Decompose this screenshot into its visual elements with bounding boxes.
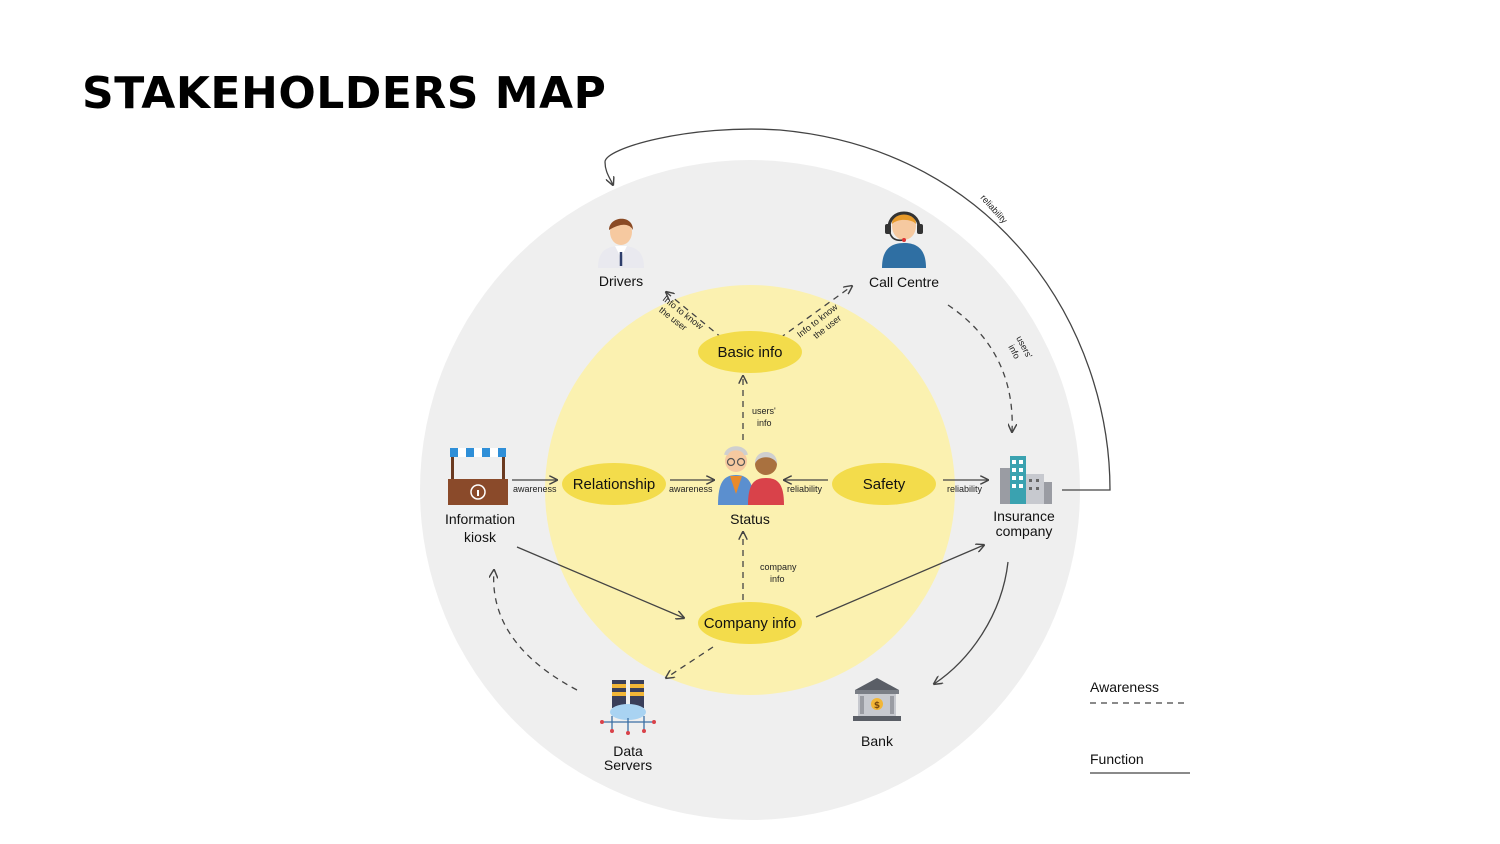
data-servers-icon xyxy=(600,680,656,735)
edge-label-users-info-center: users' info xyxy=(752,406,778,428)
node-company-info: Company info xyxy=(698,602,802,644)
edge-insurance-bank xyxy=(934,561,1009,684)
legend-function-label: Function xyxy=(1090,751,1144,767)
stakeholder-kiosk-label-2: kiosk xyxy=(464,529,497,545)
stakeholder-insurance-label-2: company xyxy=(996,523,1053,539)
edge-label-awareness-kiosk: awareness xyxy=(513,484,557,494)
edge-label-reliability-insurance: reliability xyxy=(947,484,983,494)
svg-text:$: $ xyxy=(874,701,880,711)
information-kiosk-icon xyxy=(448,448,508,505)
edge-basic-info-call-centre xyxy=(779,286,852,339)
driver-icon xyxy=(598,218,644,268)
stakeholder-data-servers-label-2: Servers xyxy=(604,757,652,773)
node-basic-info-label: Basic info xyxy=(717,344,782,361)
stakeholder-bank-label: Bank xyxy=(861,733,894,749)
node-company-info-label: Company info xyxy=(704,615,797,632)
edge-call-centre-insurance xyxy=(947,304,1012,432)
call-centre-icon xyxy=(882,211,926,268)
edge-kiosk-company-info xyxy=(516,546,684,618)
status-couple-icon xyxy=(718,446,784,505)
stakeholder-data-servers-label-1: Data xyxy=(613,743,643,759)
node-relationship-label: Relationship xyxy=(573,476,656,493)
edge-company-info-insurance xyxy=(815,545,984,618)
edge-insurance-drivers-arc xyxy=(604,128,1111,491)
edge-company-info-data-servers xyxy=(666,646,714,678)
stakeholder-call-centre-label: Call Centre xyxy=(869,274,939,290)
node-relationship: Relationship xyxy=(562,463,666,505)
legend: Awareness Function xyxy=(1090,679,1190,774)
edge-label-awareness-relationship: awareness xyxy=(669,484,713,494)
insurance-building-icon xyxy=(1000,456,1052,504)
stakeholder-insurance-label-1: Insurance xyxy=(993,508,1055,524)
bank-icon: $ xyxy=(853,678,901,721)
edge-basic-info-drivers xyxy=(666,292,723,339)
page-title: STAKEHOLDERS MAP xyxy=(82,68,607,119)
legend-awareness-label: Awareness xyxy=(1090,679,1159,695)
node-basic-info: Basic info xyxy=(698,331,802,373)
stakeholder-kiosk-label-1: Information xyxy=(445,511,515,527)
center-status-label: Status xyxy=(730,511,770,527)
node-safety: Safety xyxy=(832,463,936,505)
edge-label-reliability-safety: reliability xyxy=(787,484,823,494)
stakeholder-drivers-label: Drivers xyxy=(599,273,643,289)
edge-label-company-info: company info xyxy=(760,562,799,584)
edge-label-reliability-arc: reliability xyxy=(979,193,1010,226)
node-safety-label: Safety xyxy=(863,476,906,493)
